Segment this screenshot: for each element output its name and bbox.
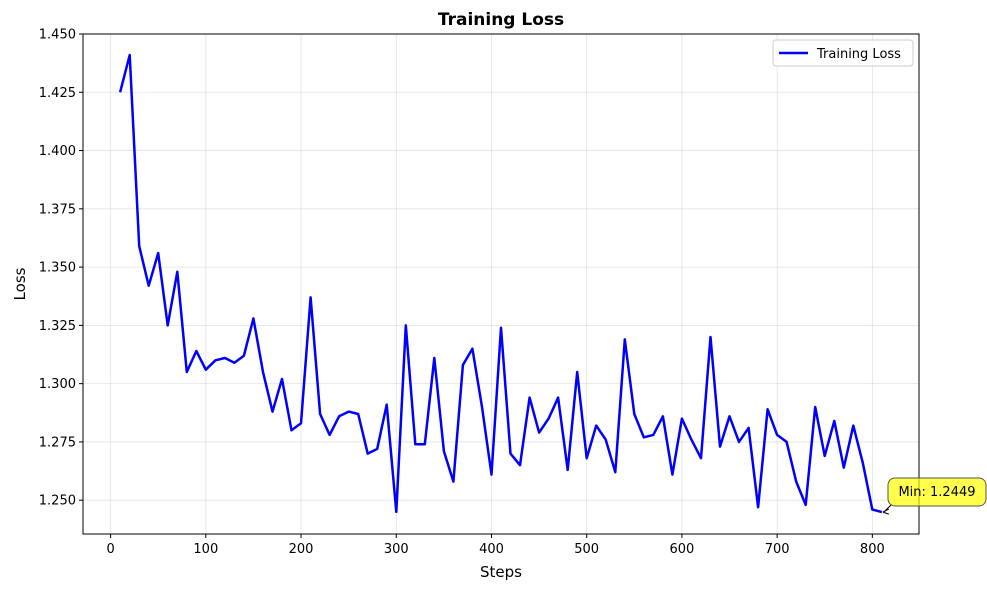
y-tick-label: 1.450 <box>39 28 76 43</box>
x-tick-label: 600 <box>669 542 694 557</box>
chart-title: Training Loss <box>438 10 564 30</box>
annotation-box <box>887 477 987 507</box>
annotation-text: Min: 1.2449 <box>898 485 975 500</box>
x-tick-label: 200 <box>289 542 314 557</box>
y-axis-label: Loss <box>11 267 29 300</box>
min-annotation: Min: 1.2449 <box>882 477 987 515</box>
y-tick-label: 1.325 <box>39 319 76 334</box>
y-tick-label: 1.250 <box>39 494 76 509</box>
y-tick-label: 1.275 <box>39 435 76 450</box>
x-axis-label: Steps <box>480 563 522 581</box>
x-tick-label: 0 <box>106 542 114 557</box>
x-tick-label: 500 <box>574 542 599 557</box>
y-tick-label: 1.375 <box>39 202 76 217</box>
y-tick-label: 1.300 <box>39 377 76 392</box>
series-line <box>118 53 883 514</box>
y-tick-label: 1.350 <box>39 261 76 276</box>
axis-ticks: 0 100 200 300 400 500 600 700 800 1.250 1.275 1.300… <box>39 28 885 558</box>
plot-frame <box>82 33 920 535</box>
x-tick-label: 700 <box>765 542 790 557</box>
legend-label: Training Loss <box>816 47 901 62</box>
arrow-head-icon <box>882 508 890 515</box>
grid-lines <box>83 33 919 534</box>
x-tick-label: 400 <box>479 542 504 557</box>
legend-box <box>772 39 914 67</box>
x-tick-label: 100 <box>193 542 218 557</box>
y-tick-label: 1.400 <box>39 144 76 159</box>
y-tick-label: 1.425 <box>39 86 76 101</box>
x-tick-label: 800 <box>860 542 885 557</box>
legend: Training Loss <box>772 39 914 67</box>
series-layer <box>118 53 883 514</box>
x-tick-label: 300 <box>384 542 409 557</box>
